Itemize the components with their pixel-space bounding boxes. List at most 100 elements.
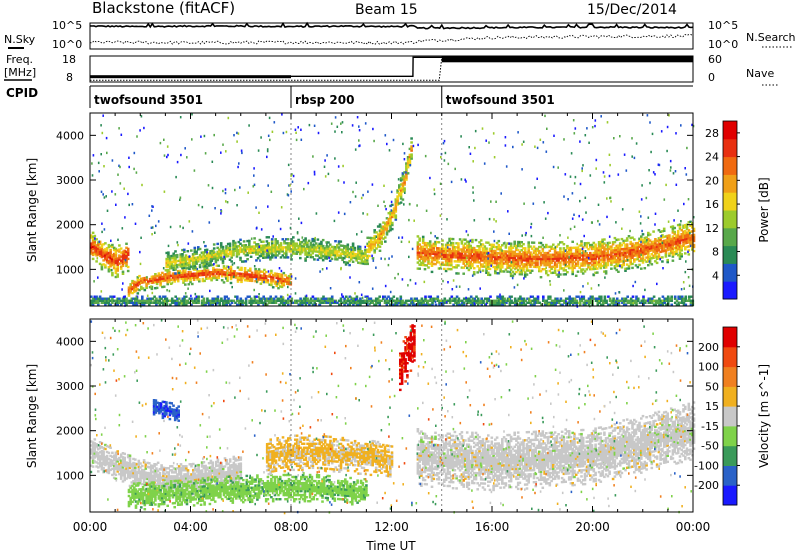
heat-cell (599, 258, 603, 262)
heat-cell (669, 247, 673, 251)
heat-cell (205, 275, 208, 278)
heat-cell (432, 250, 436, 254)
heat-cell (625, 257, 629, 260)
heat-cell (329, 303, 332, 306)
heat-cell (119, 255, 123, 258)
heat-cell (405, 174, 408, 177)
heat-cell (93, 297, 97, 300)
heat-cell (467, 268, 471, 272)
heat-cell (313, 303, 316, 306)
heat-cell (257, 276, 261, 279)
heat-cell (203, 271, 206, 274)
heat-cell (529, 299, 533, 302)
heat-cell (90, 246, 93, 249)
heat-cell (647, 247, 650, 251)
heat-cell (436, 251, 439, 254)
heat-cell (617, 254, 620, 257)
heat-cell (338, 303, 341, 306)
heat-cell (610, 251, 613, 254)
heat-cell (180, 271, 183, 274)
heat-cell (254, 274, 257, 277)
heat-cell (583, 252, 587, 255)
heat-speck (290, 275, 293, 278)
heat-speck (111, 190, 113, 193)
heat-cell (659, 244, 662, 247)
heat-cell (555, 255, 559, 258)
heat-cell (564, 303, 568, 306)
heat-cell (244, 254, 248, 257)
heat-cell (404, 301, 408, 304)
heat-cell (428, 256, 432, 259)
heat-cell (91, 253, 95, 257)
heat-cell (452, 303, 455, 306)
heat-speck (375, 235, 378, 238)
heat-cell (169, 282, 173, 285)
heat-cell (494, 255, 497, 259)
heat-cell (506, 258, 509, 261)
heat-cell (650, 263, 654, 266)
heat-cell (380, 240, 383, 243)
heat-cell (355, 303, 359, 306)
heat-cell (614, 299, 617, 302)
heat-cell (520, 253, 523, 256)
heat-cell (530, 253, 534, 256)
heat-cell (153, 299, 156, 302)
heat-cell (304, 299, 308, 302)
heat-cell (216, 256, 219, 260)
heat-cell (278, 285, 282, 288)
cpid-segment-label: twofsound 3501 (446, 93, 555, 107)
heat-cell (454, 299, 457, 302)
heat-cell (213, 297, 216, 300)
heat-cell (685, 233, 689, 236)
heat-cell (599, 248, 603, 252)
heat-speck (334, 116, 337, 119)
heat-cell (229, 269, 233, 273)
heat-speck (213, 263, 215, 266)
heat-cell (460, 258, 464, 261)
heat-cell (403, 175, 406, 178)
heat-cell (134, 297, 137, 300)
heat-cell (627, 247, 631, 250)
heat-cell (218, 250, 221, 253)
heat-cell (669, 241, 673, 245)
heat-speck (314, 236, 316, 240)
heat-cell (643, 250, 647, 254)
heat-cell (93, 246, 97, 250)
heat-cell (202, 299, 206, 302)
heat-cell (239, 248, 242, 252)
heat-speck (649, 121, 651, 124)
heat-cell (434, 254, 437, 258)
heat-cell (172, 299, 176, 302)
heat-cell (125, 303, 128, 306)
heat-cell (183, 301, 186, 304)
heat-cell (536, 257, 539, 261)
heat-cell (140, 279, 143, 282)
heat-cell (389, 303, 392, 306)
heat-speck (397, 272, 399, 276)
heat-speck (358, 129, 361, 132)
heat-speck (211, 186, 214, 190)
heat-cell (592, 253, 596, 257)
heat-cell (590, 259, 594, 263)
heat-cell (601, 238, 604, 241)
heat-speck (446, 218, 448, 221)
heat-speck (473, 302, 476, 306)
heat-cell (327, 255, 330, 258)
heat-cell (206, 269, 210, 272)
heat-cell (102, 253, 105, 256)
heat-cell (336, 250, 339, 253)
heat-cell (304, 237, 307, 240)
heat-cell (147, 280, 150, 283)
heat-cell (275, 280, 278, 284)
heat-speck (645, 196, 648, 200)
heat-cell (107, 299, 111, 302)
heat-cell (682, 234, 685, 237)
heat-cell (601, 242, 604, 245)
heat-cell (382, 297, 385, 300)
heat-cell (378, 245, 382, 248)
heat-speck (423, 280, 426, 284)
heat-cell (286, 248, 290, 251)
heat-cell (225, 299, 228, 302)
heat-cell (394, 202, 398, 205)
heat-cell (337, 250, 341, 253)
